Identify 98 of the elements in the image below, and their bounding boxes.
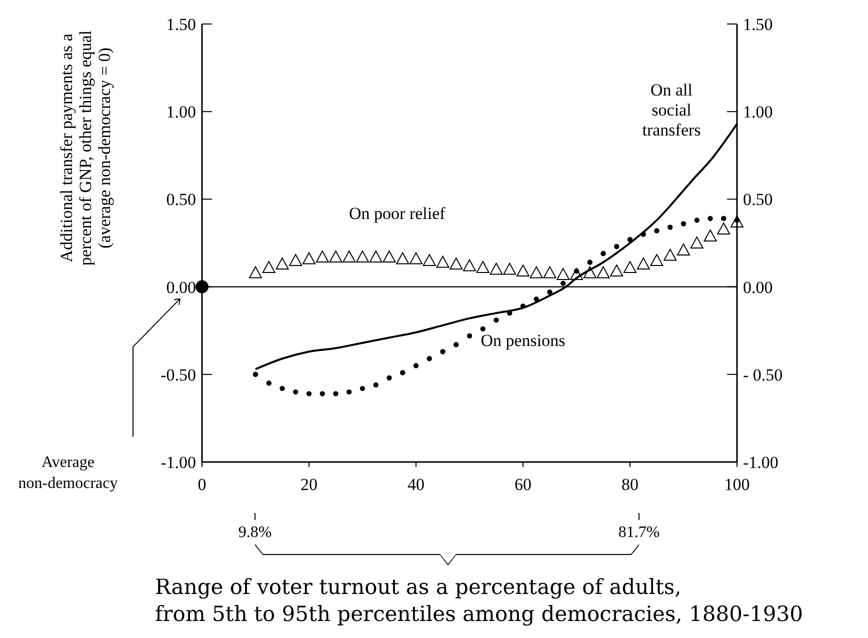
point: [196, 280, 208, 294]
y2-tick-label: 0.00: [743, 278, 773, 297]
point: [570, 268, 583, 280]
point: [382, 250, 396, 263]
point: [596, 266, 610, 278]
point: [369, 250, 382, 263]
point: [543, 266, 556, 278]
text: 9.8%: [238, 524, 272, 541]
point: [386, 375, 392, 381]
point: [704, 229, 717, 242]
point: [400, 370, 406, 376]
point: [534, 296, 539, 302]
point: [694, 218, 700, 223]
point: [530, 266, 543, 278]
series-label: On poor relief: [349, 204, 446, 223]
point: [721, 216, 726, 222]
point: [520, 303, 526, 309]
point: [654, 228, 660, 234]
y2-tick-label: -1.00: [743, 452, 778, 472]
point: [266, 380, 272, 386]
x-tick-label: 0: [198, 475, 206, 494]
x-axis-title: Range of voter turnout as a percentage of adults, from 5th to 95th percentiles among democracies, 1880-1930: [155, 575, 804, 626]
point: [717, 222, 730, 234]
point: [466, 333, 472, 338]
point: [422, 254, 436, 266]
point: [516, 264, 530, 277]
point: [614, 244, 620, 250]
point: [413, 363, 419, 368]
point: [373, 382, 378, 388]
point: [583, 266, 596, 278]
point: [329, 250, 342, 263]
point: [360, 386, 366, 392]
y-tick-label: 0.00: [166, 278, 196, 297]
point: [690, 236, 704, 248]
y2-tick-label: 0.50: [743, 190, 773, 210]
point: [480, 326, 486, 332]
point: [346, 389, 352, 395]
x-tick-label: 40: [408, 475, 424, 494]
y-tick-label: 1.50: [166, 14, 196, 34]
x-tick-label: 100: [724, 475, 750, 494]
point: [342, 250, 356, 263]
y-tick-label: -1.00: [160, 452, 196, 472]
point: [627, 236, 633, 242]
x-tick-label: 60: [514, 475, 532, 494]
point: [454, 342, 459, 348]
point: [249, 266, 262, 278]
x-tick-label: 20: [300, 475, 318, 494]
point: [316, 250, 329, 263]
y-tick-label: -0.50: [160, 365, 196, 384]
point: [436, 256, 450, 268]
y2-tick-label: 1.00: [743, 102, 773, 122]
point: [320, 391, 325, 396]
point: [262, 261, 276, 274]
point: [440, 349, 446, 354]
point: [302, 252, 316, 264]
point: [450, 258, 463, 270]
point: [396, 252, 410, 264]
point: [306, 391, 312, 396]
x-tick-label: 80: [622, 475, 638, 494]
point: [503, 262, 516, 275]
y2-tick-label: - 0.50: [743, 365, 783, 384]
point: [650, 254, 664, 266]
point: [426, 356, 432, 362]
point: [490, 262, 503, 275]
point: [636, 258, 650, 270]
point: [677, 244, 690, 256]
point: [333, 391, 338, 396]
point: [289, 254, 302, 266]
y2-tick-label: 1.50: [743, 14, 773, 34]
point: [556, 268, 570, 280]
point: [252, 372, 258, 377]
point: [624, 261, 636, 274]
series-label: On all social transfers: [642, 80, 701, 140]
point: [410, 252, 422, 264]
point: [494, 317, 499, 323]
point: [730, 215, 744, 228]
point: [280, 386, 285, 392]
text: 81.7%: [618, 524, 660, 541]
point: [356, 250, 369, 263]
point: [600, 250, 606, 256]
point: [640, 232, 646, 237]
text: Average non-democracy: [18, 454, 118, 492]
point: [610, 264, 624, 277]
point: [476, 261, 490, 274]
point: [547, 289, 552, 295]
point: [587, 260, 592, 265]
y-tick-label: 1.00: [166, 102, 196, 122]
y-tick-label: 0.50: [166, 190, 196, 210]
point: [668, 224, 673, 230]
point: [680, 221, 686, 226]
point: [560, 280, 566, 286]
series-label: On pensions: [480, 331, 566, 350]
point: [463, 259, 476, 272]
point: [276, 258, 289, 270]
point: [664, 248, 677, 261]
point: [293, 389, 298, 395]
y-axis-title: Additional transfer payments as a percent of GNP, other things equal (average non-democracy = 0): [57, 30, 114, 266]
point: [708, 216, 713, 222]
